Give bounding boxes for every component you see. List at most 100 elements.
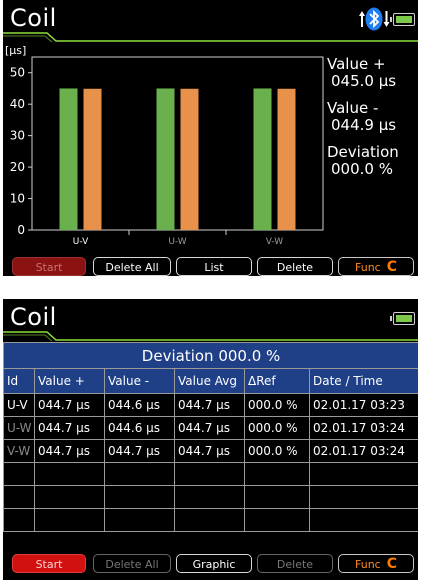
table-row[interactable] (3, 485, 418, 509)
delete-button[interactable]: Delete (257, 257, 333, 276)
y-tick-label: 30 (10, 129, 25, 143)
x-tick-label: V-W (266, 237, 284, 247)
table-cell (308, 462, 418, 486)
graphic-button[interactable]: Graphic (176, 554, 252, 573)
row-id (3, 485, 35, 509)
delete-all-button[interactable]: Delete All (93, 554, 171, 573)
deviation-value: 000.0 % (331, 160, 393, 178)
table-cell (104, 462, 175, 486)
measurement-readout: Value + 045.0 µs Value - 044.9 µs Deviat… (327, 56, 417, 188)
header-bar: Coil (3, 299, 418, 341)
bar (83, 88, 102, 230)
chart-screen: Coil [µs] 0 10 20 30 40 50 U-V U-W V-W Value + 04… (3, 0, 418, 276)
table-cell (308, 508, 418, 532)
refresh-icon: C (386, 259, 397, 275)
bar-chart: [µs] 0 10 20 30 40 50 U-V U-W V-W (5, 44, 324, 247)
table-cell: 02.01.17 03:24 (308, 439, 418, 463)
arrows-icon (359, 11, 365, 27)
row-id (3, 462, 35, 486)
deviation-label: Deviation (327, 143, 399, 161)
table-cell: 044.7 µs (174, 439, 245, 463)
table-cell (308, 485, 418, 509)
func-label: Func (355, 558, 381, 571)
table-cell: 044.7 µs (104, 439, 175, 463)
value-minus: 044.9 µs (331, 116, 397, 134)
table-row[interactable] (3, 508, 418, 532)
y-tick-label: 50 (10, 66, 25, 80)
value-plus-label: Value + (327, 55, 386, 73)
row-id: U-V (3, 393, 35, 417)
table-cell: 02.01.17 03:23 (308, 393, 418, 417)
plot-frame (31, 56, 324, 231)
table-cell (34, 508, 105, 532)
table-cell: 044.7 µs (34, 416, 105, 440)
value-plus: 045.0 µs (331, 72, 397, 90)
start-button[interactable]: Start (12, 257, 86, 276)
column-header: Value Avg (174, 368, 245, 394)
header-bar: Coil (3, 0, 418, 42)
x-tick-label: U-V (73, 237, 89, 247)
bar (180, 88, 199, 230)
table-cell: 044.6 µs (104, 416, 175, 440)
column-header: Value + (34, 368, 105, 394)
table-cell (34, 462, 105, 486)
table-cell (244, 508, 310, 532)
table-cell (174, 485, 245, 509)
arrow-down-icon (383, 11, 390, 27)
table-cell (244, 485, 310, 509)
list-screen: Coil Deviation 000.0 % Id Value + Value -V… (3, 299, 418, 580)
table-cell: 044.7 µs (174, 393, 245, 417)
table-row[interactable] (3, 462, 418, 486)
table-cell: 044.7 µs (34, 393, 105, 417)
value-minus-label: Value - (327, 99, 379, 117)
func-button[interactable]: Func C (338, 554, 414, 573)
table-cell: 044.7 µs (34, 439, 105, 463)
delete-all-button[interactable]: Delete All (93, 257, 171, 276)
page-title: Coil (10, 4, 57, 32)
softkey-row: Start Delete All List Delete Func C (3, 257, 418, 276)
y-axis-label: [µs] (5, 44, 26, 57)
table-row[interactable]: U-V 044.7 µs 044.6 µs 044.7 µs 000.0 % 02.01.… (3, 393, 418, 417)
header-accent-line (3, 331, 418, 341)
table-cell: 000.0 % (244, 416, 310, 440)
bar (253, 88, 272, 230)
table-row[interactable]: U-W 044.7 µs 044.6 µs 044.7 µs 000.0 % 02.01.… (3, 416, 418, 440)
bar (59, 88, 78, 230)
row-id: U-W (3, 416, 35, 440)
func-button[interactable]: Func C (338, 257, 414, 276)
table-cell (34, 485, 105, 509)
measurement-table: Deviation 000.0 % Id Value + Value - Value … (3, 342, 418, 532)
battery-icon (390, 312, 415, 325)
table-header: Id Value + Value - Value Avg ΔRef Date / Time (3, 368, 418, 394)
x-tick-label: U-W (168, 237, 186, 247)
table-row[interactable]: V-W 044.7 µs 044.7 µs 044.7 µs 000.0 % 02.01.… (3, 439, 418, 463)
softkey-row: Start Delete All Graphic Delete Func C (3, 554, 418, 576)
bar (277, 88, 296, 230)
column-header: Id (3, 368, 35, 394)
table-cell: 044.7 µs (174, 416, 245, 440)
y-tick-label: 10 (10, 192, 25, 206)
y-tick-label: 40 (10, 97, 25, 111)
table-cell (174, 508, 245, 532)
table-cell: 044.6 µs (104, 393, 175, 417)
table-cell: 000.0 % (244, 439, 310, 463)
row-id (3, 508, 35, 532)
table-cell (104, 485, 175, 509)
battery-icon (390, 13, 415, 26)
column-header: Date / Time (308, 368, 418, 394)
table-cell: 000.0 % (244, 393, 310, 417)
y-tick-label: 20 (10, 160, 25, 174)
y-tick-label: 0 (17, 223, 25, 237)
start-button[interactable]: Start (12, 554, 86, 573)
row-id: V-W (3, 439, 35, 463)
column-header: ΔRef (244, 368, 310, 394)
bar (156, 88, 175, 230)
page-title: Coil (10, 303, 57, 331)
bluetooth-icon (365, 7, 383, 31)
delete-button[interactable]: Delete (257, 554, 333, 573)
table-cell: 02.01.17 03:24 (308, 416, 418, 440)
func-label: Func (355, 261, 381, 274)
list-button[interactable]: List (176, 257, 252, 276)
table-caption: Deviation 000.0 % (3, 342, 418, 369)
column-header: Value - (104, 368, 175, 394)
